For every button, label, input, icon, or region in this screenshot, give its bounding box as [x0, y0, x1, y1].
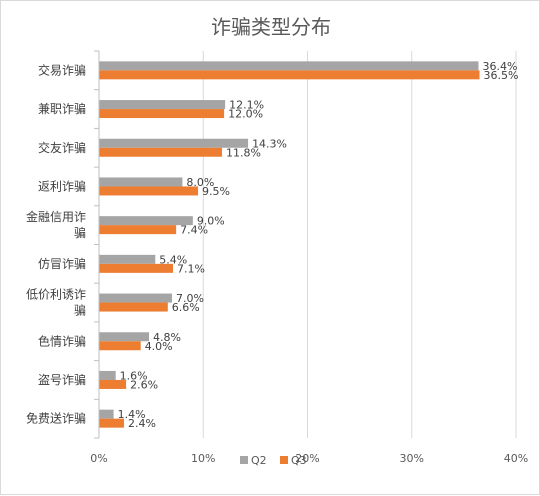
- data-label-q2: 14.3%: [252, 137, 287, 150]
- axes: 0% 10% 20% 30% 40%交易诈骗兼职诈骗交友诈骗返利诈骗金融信用诈骗仿冒诈骗…: [26, 50, 528, 465]
- bar-q2: [99, 370, 116, 380]
- x-tick-label: 10%: [191, 452, 215, 465]
- data-label-q2: 1.4%: [118, 408, 146, 421]
- data-label-q2: 8.0%: [186, 176, 214, 189]
- data-label-q3: 11.8%: [226, 146, 261, 159]
- data-label-q2: 7.0%: [176, 292, 204, 305]
- data-label-q3: 7.1%: [177, 262, 205, 275]
- legend-label-q2: Q2: [251, 454, 267, 467]
- legend-swatch-q2: [240, 456, 248, 464]
- bar-q2: [99, 254, 156, 264]
- data-label-q3: 36.5%: [484, 69, 519, 82]
- category-label: 返利诈骗: [38, 178, 86, 193]
- category-label: 免费送诈骗: [26, 411, 86, 426]
- category-label: 金融信用诈: [26, 209, 86, 224]
- bar-q2: [99, 61, 479, 71]
- x-tick-label: 40%: [504, 452, 528, 465]
- data-label-q3: 7.4%: [180, 224, 208, 237]
- category-label: 仿冒诈骗: [38, 256, 86, 271]
- data-label-q2: 12.1%: [229, 99, 264, 112]
- bar-q2: [99, 138, 249, 148]
- data-label-q2: 4.8%: [153, 331, 181, 344]
- bar-q3: [99, 70, 480, 80]
- legend: Q2 Q3: [240, 454, 307, 467]
- chart-title: 诈骗类型分布: [211, 15, 331, 39]
- bar-q3: [99, 225, 177, 235]
- bar-q3: [99, 147, 223, 157]
- data-label-q2: 5.4%: [159, 253, 187, 266]
- bar-q3: [99, 263, 174, 273]
- bar-q2: [99, 100, 226, 110]
- x-tick-label: 20%: [295, 452, 319, 465]
- bar-q2: [99, 293, 172, 303]
- bar-q3: [99, 341, 141, 351]
- bar-q2: [99, 216, 193, 226]
- data-label-q3: 2.4%: [128, 417, 156, 430]
- data-label-q3: 12.0%: [228, 108, 263, 121]
- x-tick-label: 0%: [90, 452, 107, 465]
- legend-label-q3: Q3: [291, 454, 307, 467]
- category-label: 色情诈骗: [38, 333, 86, 348]
- legend-swatch-q3: [280, 456, 288, 464]
- data-label-q3: 4.0%: [145, 340, 173, 353]
- bar-q3: [99, 379, 127, 389]
- category-label: 兼职诈骗: [38, 101, 86, 116]
- category-label: 低价利诱诈: [26, 288, 86, 302]
- bar-q3: [99, 418, 125, 428]
- data-label-q3: 9.5%: [202, 185, 230, 198]
- x-tick-label: 30%: [400, 452, 424, 465]
- bars: [99, 61, 480, 428]
- data-label-q2: 36.4%: [482, 60, 517, 73]
- gridlines: [202, 51, 517, 438]
- bar-q2: [99, 177, 183, 187]
- bar-q3: [99, 186, 199, 196]
- data-label-q3: 6.6%: [172, 301, 200, 314]
- category-label: 交易诈骗: [38, 62, 86, 77]
- data-label-q2: 1.6%: [120, 369, 148, 382]
- category-label: 交友诈骗: [38, 140, 86, 155]
- category-label: 骗: [74, 225, 86, 240]
- bar-q3: [99, 302, 168, 312]
- bar-q3: [99, 109, 225, 119]
- data-label-q3: 2.6%: [130, 378, 158, 391]
- bar-q2: [99, 409, 114, 419]
- category-label: 骗: [74, 303, 86, 318]
- bar-q2: [99, 332, 150, 342]
- category-label: 盗号诈骗: [38, 372, 86, 387]
- data-label-q2: 9.0%: [197, 215, 225, 228]
- data-labels: 36.4% 12.1% 14.3% 8.0% 9.0% 5.4% 7.0% 4.8% 1.6% 1…: [118, 60, 519, 430]
